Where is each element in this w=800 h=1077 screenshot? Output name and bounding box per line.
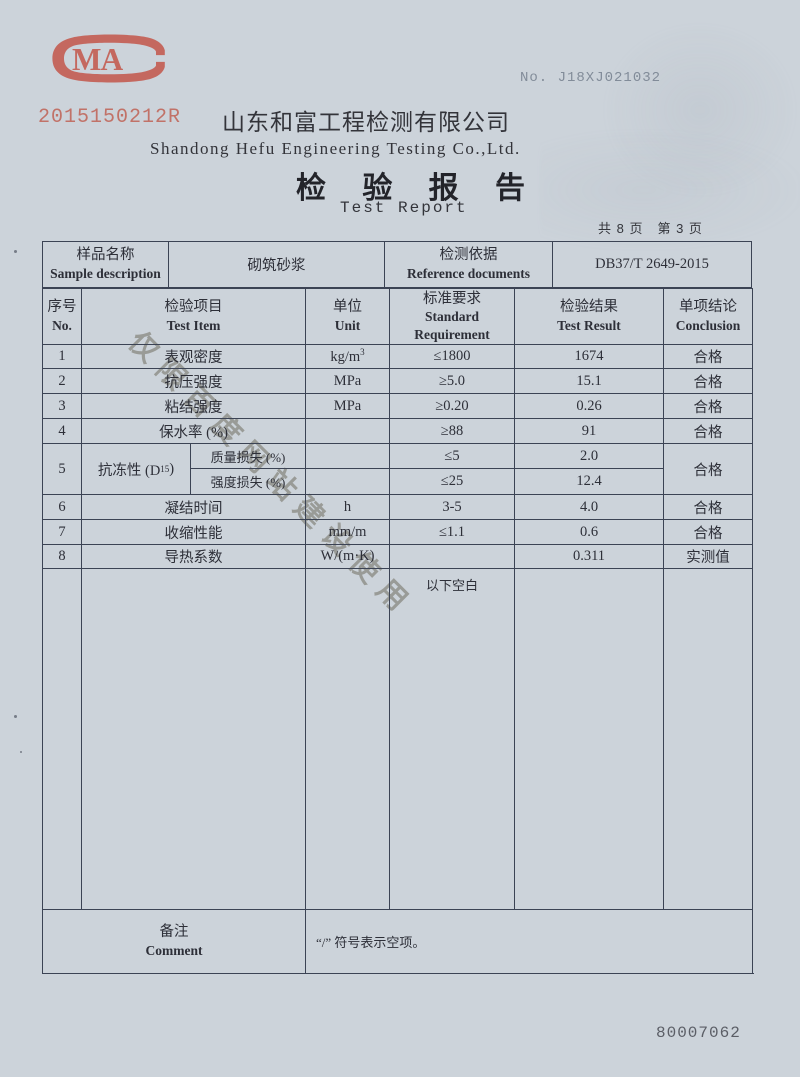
svg-text:MA: MA (72, 42, 124, 77)
